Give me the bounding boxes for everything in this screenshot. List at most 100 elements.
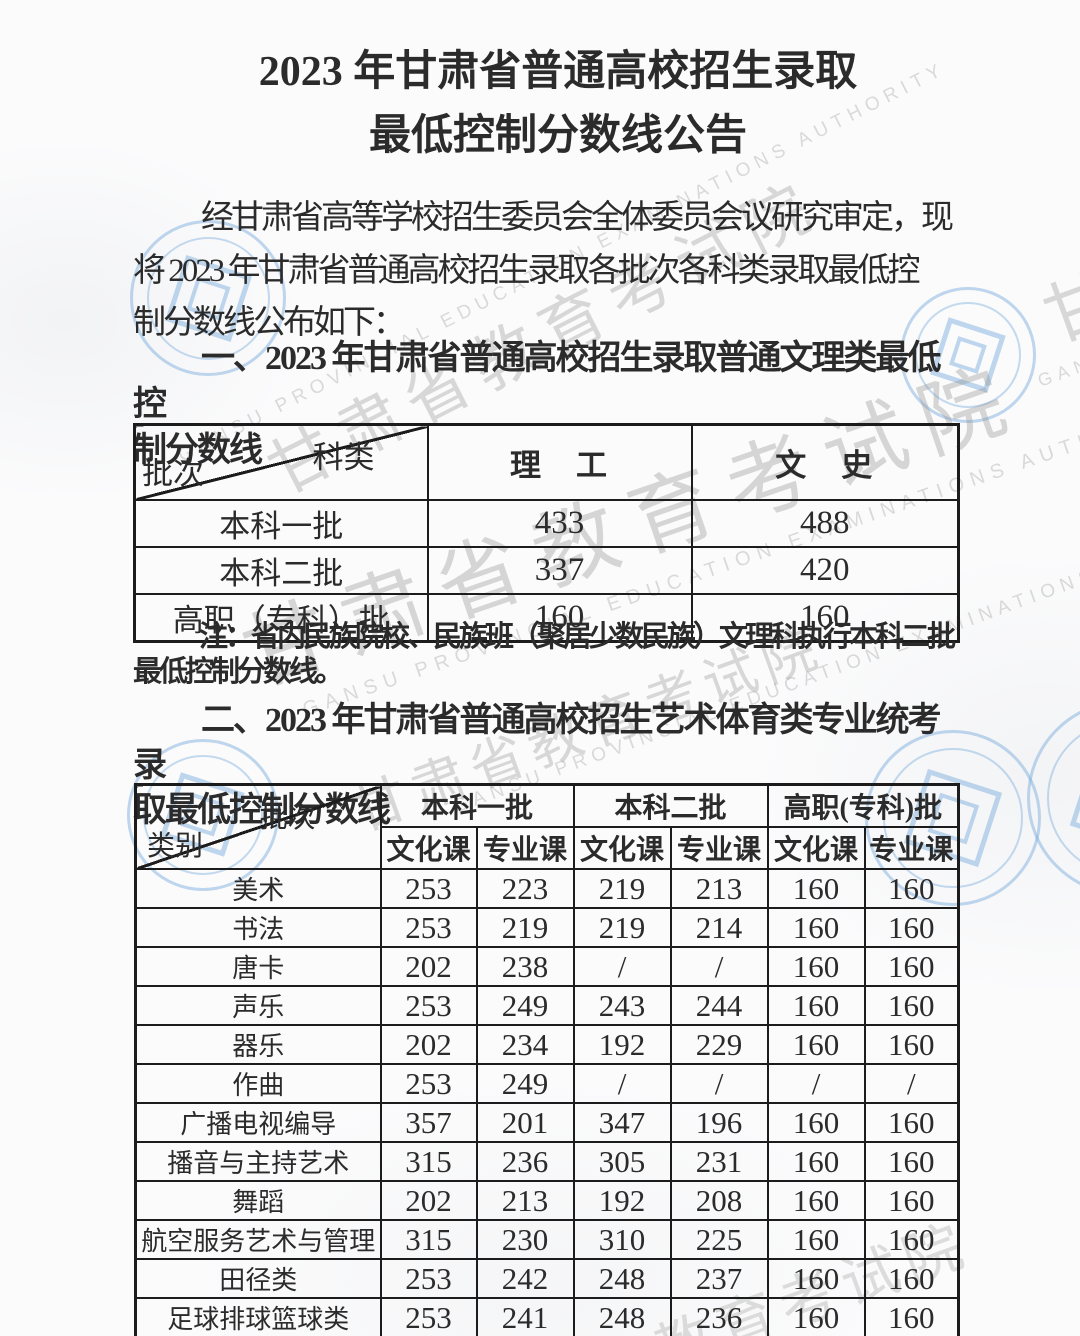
score-cell: 253: [379, 1063, 478, 1104]
score-cell: 231: [669, 1141, 769, 1182]
subcolumn-header: 文化课: [766, 826, 866, 870]
subcolumn-header: 专业课: [863, 826, 960, 870]
score-cell: 202: [379, 1024, 478, 1065]
score-cell: 347: [572, 1102, 672, 1143]
score-cell: 192: [572, 1180, 672, 1221]
score-cell: 230: [475, 1219, 575, 1260]
score-cell: /: [572, 946, 672, 987]
subcolumn-header: 文化课: [572, 826, 672, 870]
table-row: 广播电视编导 357 201 347 196 160 160: [134, 1102, 960, 1143]
row-label: 书法: [134, 907, 382, 948]
row-label: 田径类: [134, 1258, 382, 1299]
column-header-wenshi: 文 史: [690, 423, 960, 501]
score-cell: 229: [669, 1024, 769, 1065]
score-cell: 236: [669, 1297, 769, 1336]
score-cell: 253: [379, 907, 478, 948]
score-cell: 160: [766, 1219, 866, 1260]
score-cell: 244: [669, 985, 769, 1026]
column-header-ligong: 理 工: [426, 423, 693, 501]
score-cell: 160: [863, 1180, 960, 1221]
score-cell: 160: [766, 1258, 866, 1299]
score-cell: 253: [379, 1297, 478, 1336]
score-cell: 160: [863, 946, 960, 987]
score-cell: 420: [690, 545, 960, 595]
score-cell: 219: [475, 907, 575, 948]
note-line-1: 注：省内民族院校、民族班（聚居少数民族）文理科执行本科二批: [199, 621, 956, 653]
wenli-score-table: 科类 批次 理 工 文 史 本科一批 433 488 本科二批 337 420 …: [133, 423, 960, 643]
document-title-line-2: 最低控制分数线公告: [368, 113, 747, 159]
group-header-benke2: 本科二批: [572, 783, 769, 828]
score-cell: 160: [766, 1102, 866, 1143]
intro-line-2: 将 2023 年甘肃省普通高校招生录取各批次各科类录取最低控: [133, 252, 921, 289]
score-cell: 234: [475, 1024, 575, 1065]
score-cell: 237: [669, 1258, 769, 1299]
intro-line-1: 经甘肃省高等学校招生委员会全体委员会议研究审定，现: [201, 200, 954, 236]
score-cell: /: [766, 1063, 866, 1104]
subcolumn-header: 文化课: [379, 826, 478, 870]
score-cell: 160: [426, 592, 693, 642]
row-label: 本科一批: [133, 498, 429, 548]
score-cell: 160: [690, 592, 960, 642]
row-label: 美术: [134, 868, 382, 909]
table2-corner-cell: 批次 类别: [134, 783, 382, 870]
score-cell: 201: [475, 1102, 575, 1143]
score-cell: 310: [572, 1219, 672, 1260]
row-label: 足球排球篮球类: [134, 1297, 382, 1336]
corner-label-category: 类别: [147, 831, 204, 862]
group-header-gaozhi: 高职(专科)批: [766, 783, 960, 828]
score-cell: 160: [863, 1297, 960, 1336]
score-cell: 219: [572, 868, 672, 909]
table-row: 声乐 253 249 243 244 160 160: [134, 985, 960, 1026]
score-cell: 160: [863, 907, 960, 948]
table-row: 作曲 253 249 / / / /: [134, 1063, 960, 1104]
score-cell: 160: [766, 946, 866, 987]
row-label: 作曲: [134, 1063, 382, 1104]
score-cell: 160: [766, 1024, 866, 1065]
score-cell: 160: [863, 985, 960, 1026]
score-cell: /: [669, 946, 769, 987]
section2-heading-line-1: 二、2023 年甘肃省普通高校招生艺术体育类专业统考录: [133, 702, 942, 784]
score-cell: 160: [766, 868, 866, 909]
score-cell: 488: [690, 498, 960, 548]
document-title-line-1: 2023 年甘肃省普通高校招生录取: [258, 49, 858, 95]
score-cell: 305: [572, 1141, 672, 1182]
corner-label-batch: 批次: [259, 803, 316, 834]
table1-corner-cell: 科类 批次: [133, 423, 429, 501]
row-label: 播音与主持艺术: [134, 1141, 382, 1182]
score-cell: 160: [863, 1219, 960, 1260]
row-label: 航空服务艺术与管理: [134, 1219, 382, 1260]
corner-label-subject: 科类: [312, 440, 375, 475]
score-cell: 213: [475, 1180, 575, 1221]
corner-label-batch: 批次: [142, 455, 204, 491]
exam-authority-seal-icon: [900, 287, 1036, 423]
score-cell: 160: [863, 1258, 960, 1299]
score-cell: 357: [379, 1102, 478, 1143]
table-row: 本科二批 337 420: [133, 545, 960, 595]
score-cell: 248: [572, 1297, 672, 1336]
table-row: 书法 253 219 219 214 160 160: [134, 907, 960, 948]
score-cell: 223: [475, 868, 575, 909]
score-cell: 219: [572, 907, 672, 948]
table-row: 器乐 202 234 192 229 160 160: [134, 1024, 960, 1065]
row-label: 声乐: [134, 985, 382, 1026]
row-label: 高职（专科）批: [133, 592, 429, 642]
score-cell: 214: [669, 907, 769, 948]
score-cell: 236: [475, 1141, 575, 1182]
table1-note: 注：省内民族院校、民族班（聚居少数民族）文理科执行本科二批 最低控制分数线。: [133, 620, 959, 690]
score-cell: /: [669, 1063, 769, 1104]
score-cell: 241: [475, 1297, 575, 1336]
table-row: 田径类 253 242 248 237 160 160: [134, 1258, 960, 1299]
score-cell: 253: [379, 985, 478, 1026]
intro-paragraph: 经甘肃省高等学校招生委员会全体委员会议研究审定，现 将 2023 年甘肃省普通高…: [133, 192, 959, 350]
score-cell: 160: [766, 1180, 866, 1221]
table-row: 高职（专科）批 160 160: [133, 592, 960, 642]
document-title: 2023 年甘肃省普通高校招生录取 最低控制分数线公告: [0, 40, 1080, 168]
score-cell: 249: [475, 1063, 575, 1104]
score-cell: 160: [766, 1297, 866, 1336]
table-row: 足球排球篮球类 253 241 248 236 160 160: [134, 1297, 960, 1336]
score-cell: 315: [379, 1141, 478, 1182]
score-cell: 238: [475, 946, 575, 987]
section1-heading-line-1: 一、2023 年甘肃省普通高校招生录取普通文理类最低控: [133, 340, 942, 423]
score-cell: 253: [379, 1258, 478, 1299]
group-header-benke1: 本科一批: [379, 783, 575, 828]
